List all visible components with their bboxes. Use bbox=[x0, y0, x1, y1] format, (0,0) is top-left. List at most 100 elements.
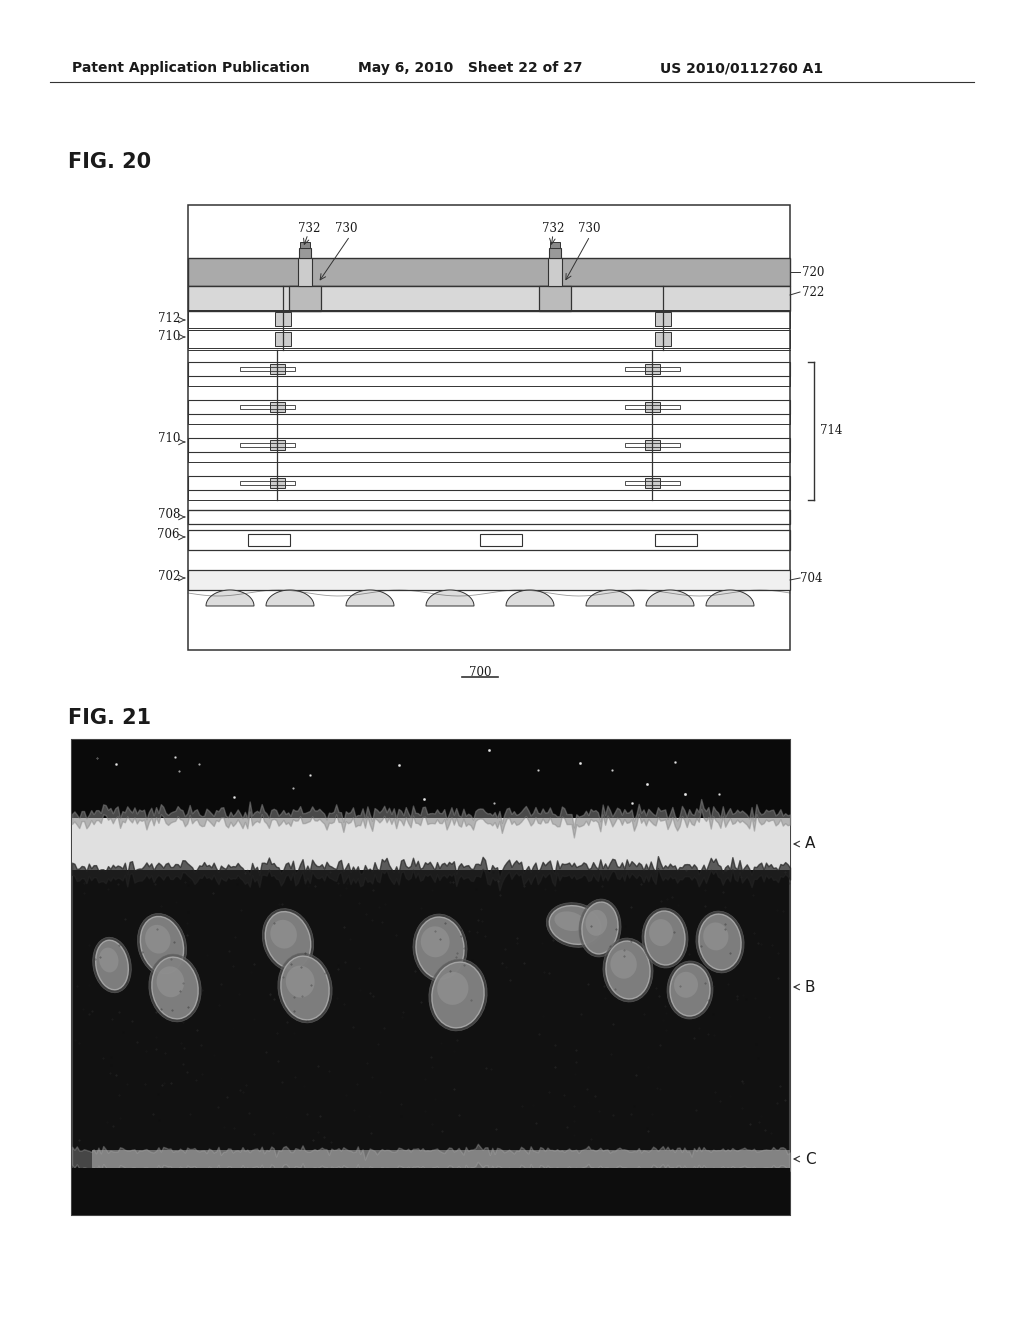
Bar bbox=[275, 312, 291, 326]
Bar bbox=[625, 444, 680, 447]
Bar bbox=[645, 364, 660, 374]
Bar bbox=[550, 242, 560, 248]
Bar bbox=[248, 535, 290, 546]
Bar bbox=[240, 480, 295, 484]
Ellipse shape bbox=[92, 937, 131, 993]
Text: 700: 700 bbox=[469, 665, 492, 678]
Ellipse shape bbox=[606, 941, 650, 999]
Bar bbox=[270, 403, 285, 412]
Ellipse shape bbox=[145, 925, 171, 953]
Text: 730: 730 bbox=[578, 222, 600, 235]
Ellipse shape bbox=[674, 972, 698, 998]
Polygon shape bbox=[206, 590, 254, 606]
Ellipse shape bbox=[642, 908, 688, 968]
Bar bbox=[480, 535, 522, 546]
Ellipse shape bbox=[603, 939, 653, 1002]
Bar bbox=[188, 531, 790, 550]
Text: May 6, 2010   Sheet 22 of 27: May 6, 2010 Sheet 22 of 27 bbox=[358, 61, 583, 75]
Text: 730: 730 bbox=[335, 222, 357, 235]
Ellipse shape bbox=[148, 954, 201, 1022]
Bar bbox=[188, 510, 790, 524]
Text: 720: 720 bbox=[802, 265, 824, 279]
Text: 706: 706 bbox=[158, 528, 180, 541]
Text: 714: 714 bbox=[820, 425, 843, 437]
Bar bbox=[240, 405, 295, 409]
Bar bbox=[240, 367, 295, 371]
Ellipse shape bbox=[546, 903, 604, 948]
Polygon shape bbox=[706, 590, 754, 606]
Ellipse shape bbox=[270, 920, 297, 949]
Ellipse shape bbox=[698, 913, 741, 970]
Bar bbox=[188, 376, 790, 385]
Ellipse shape bbox=[137, 913, 186, 977]
Polygon shape bbox=[426, 590, 474, 606]
Bar bbox=[188, 362, 790, 376]
Ellipse shape bbox=[579, 899, 622, 957]
Bar bbox=[300, 242, 310, 248]
Bar bbox=[92, 1150, 790, 1168]
Ellipse shape bbox=[262, 908, 313, 972]
Bar bbox=[188, 286, 790, 312]
Bar bbox=[188, 310, 790, 327]
Bar bbox=[270, 440, 285, 450]
Ellipse shape bbox=[670, 964, 710, 1016]
Bar bbox=[188, 438, 790, 451]
Bar bbox=[299, 248, 311, 257]
Bar bbox=[549, 248, 561, 257]
Text: B: B bbox=[805, 979, 815, 994]
Polygon shape bbox=[266, 590, 314, 606]
Bar bbox=[72, 818, 790, 870]
Bar bbox=[625, 405, 680, 409]
Ellipse shape bbox=[667, 961, 713, 1019]
Bar bbox=[548, 257, 562, 286]
Bar bbox=[645, 440, 660, 450]
Bar bbox=[270, 478, 285, 488]
Ellipse shape bbox=[649, 919, 673, 946]
Ellipse shape bbox=[95, 940, 128, 990]
Bar bbox=[188, 330, 790, 348]
Ellipse shape bbox=[278, 953, 332, 1023]
Bar bbox=[275, 333, 291, 346]
Ellipse shape bbox=[549, 906, 601, 944]
Ellipse shape bbox=[645, 911, 685, 965]
Ellipse shape bbox=[696, 911, 744, 973]
Text: 712: 712 bbox=[158, 312, 180, 325]
Bar bbox=[289, 286, 321, 312]
Ellipse shape bbox=[554, 911, 585, 931]
Ellipse shape bbox=[586, 909, 607, 936]
Bar bbox=[539, 286, 571, 312]
Ellipse shape bbox=[265, 912, 310, 969]
Polygon shape bbox=[506, 590, 554, 606]
Text: FIG. 21: FIG. 21 bbox=[68, 708, 152, 729]
Bar bbox=[655, 312, 671, 326]
Polygon shape bbox=[346, 590, 394, 606]
Polygon shape bbox=[646, 590, 694, 606]
Ellipse shape bbox=[437, 972, 468, 1005]
Bar bbox=[625, 480, 680, 484]
Bar bbox=[188, 205, 790, 649]
Bar bbox=[72, 741, 790, 818]
Bar bbox=[298, 257, 312, 286]
Text: C: C bbox=[805, 1151, 816, 1167]
Text: US 2010/0112760 A1: US 2010/0112760 A1 bbox=[660, 61, 823, 75]
Text: 732: 732 bbox=[542, 222, 564, 235]
Polygon shape bbox=[586, 590, 634, 606]
Bar bbox=[72, 1168, 790, 1214]
Ellipse shape bbox=[432, 962, 484, 1028]
Text: 708: 708 bbox=[158, 508, 180, 521]
Text: 702: 702 bbox=[158, 570, 180, 583]
Ellipse shape bbox=[429, 960, 487, 1031]
Ellipse shape bbox=[421, 927, 450, 957]
Ellipse shape bbox=[413, 913, 467, 982]
Text: A: A bbox=[805, 837, 815, 851]
Bar bbox=[270, 364, 285, 374]
Ellipse shape bbox=[152, 957, 199, 1019]
Bar bbox=[188, 257, 790, 286]
Bar bbox=[645, 478, 660, 488]
Ellipse shape bbox=[610, 949, 637, 978]
Ellipse shape bbox=[281, 956, 329, 1020]
Text: 710: 710 bbox=[158, 432, 180, 445]
Text: 704: 704 bbox=[800, 572, 822, 585]
Bar bbox=[188, 490, 790, 500]
Ellipse shape bbox=[703, 923, 728, 950]
